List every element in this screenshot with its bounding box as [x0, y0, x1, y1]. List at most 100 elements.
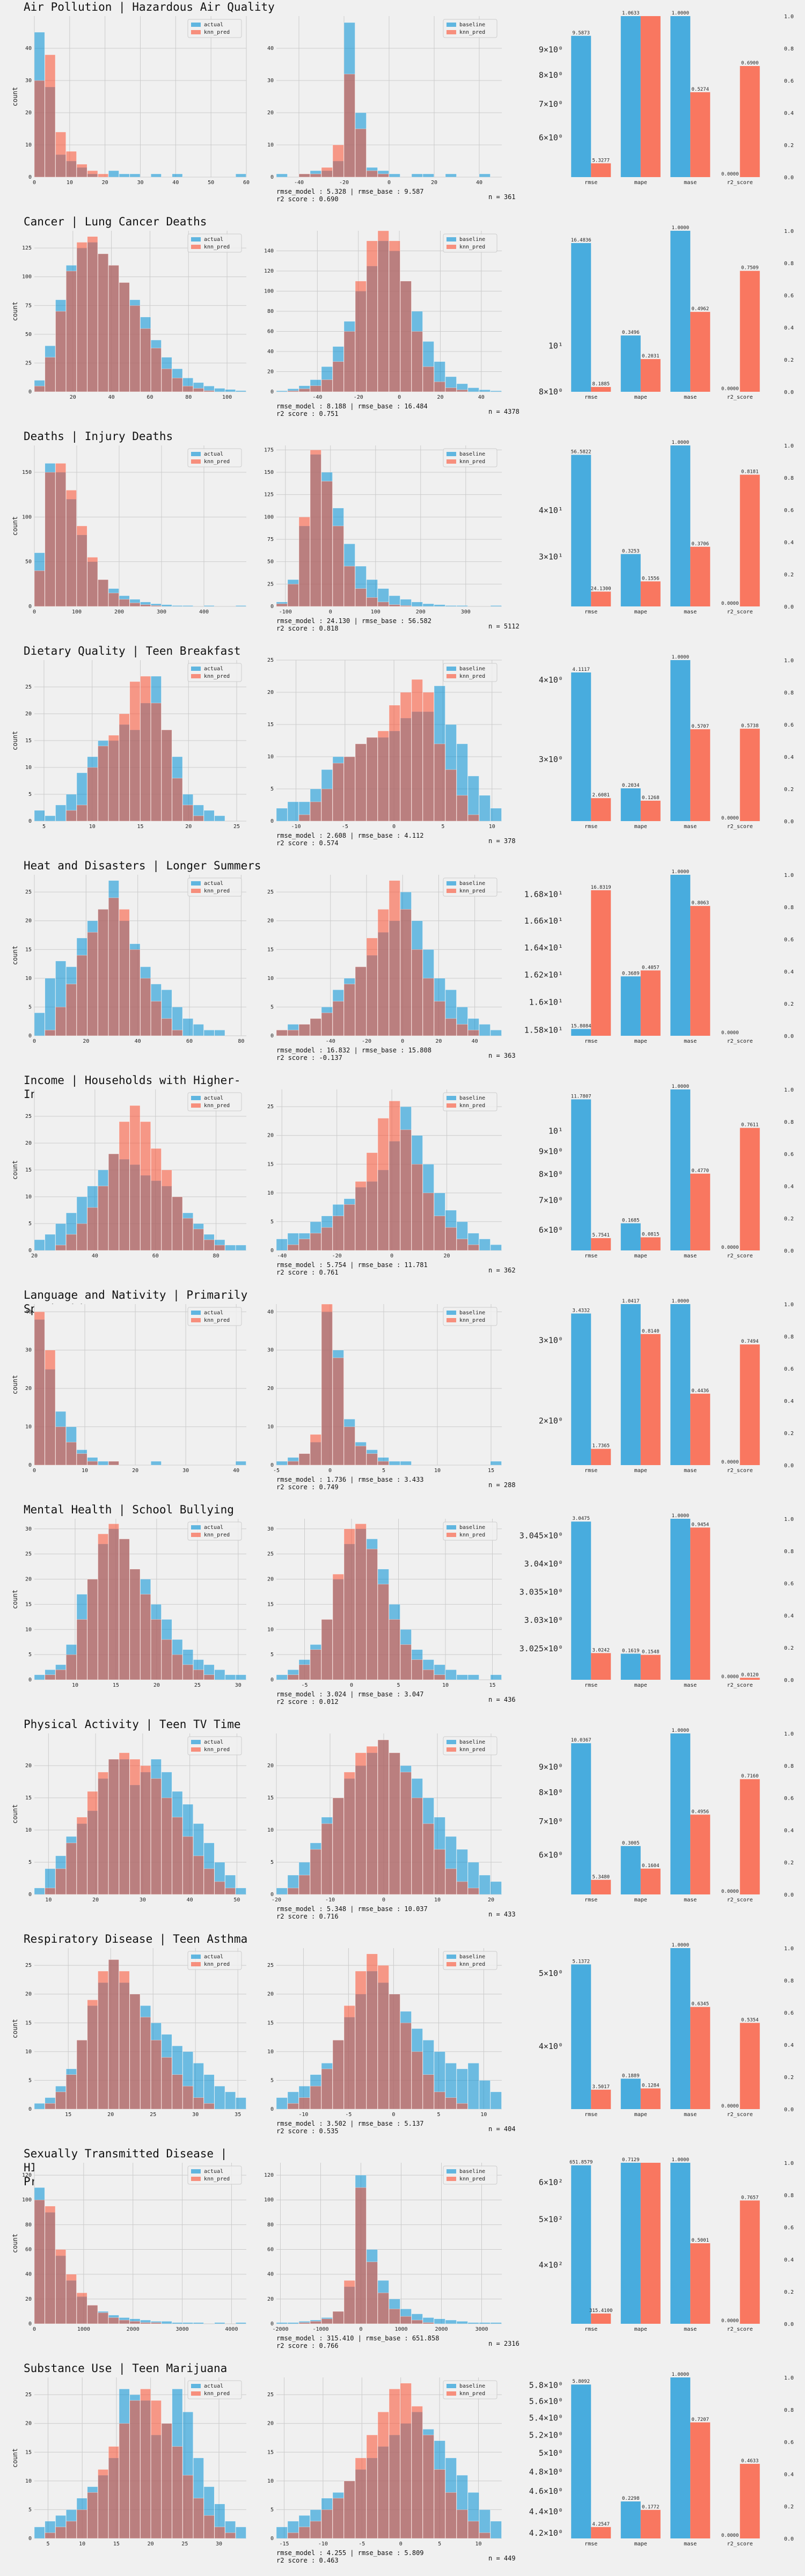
sample-count: n = 362	[488, 1267, 516, 1274]
panel-4-metrics-ytick-label: 1.6×10¹	[529, 998, 563, 1007]
panel-8-hist-residual-xtick-label: 0	[382, 1897, 385, 1903]
panel-3-hist-residual-xtick-label: -5	[342, 824, 348, 830]
panel-4-hist-actual-ytick-label: 25	[25, 889, 32, 895]
panel-8-metrics-value-label: 5.3480	[592, 1875, 610, 1880]
panel-11-hist-actual-bar-knn_pred	[203, 2515, 215, 2539]
panel-4-hist-actual-bar-knn_pred	[161, 1018, 172, 1036]
panel-1-metrics-bar-model-mape	[640, 359, 661, 392]
panel-1-metrics-rtick-label: 0.2	[784, 357, 794, 363]
panel-3-hist-actual-bar-knn_pred	[161, 729, 172, 822]
panel-7-hist-actual-bar-actual	[225, 1674, 236, 1680]
panel-10-hist-actual-ytick-label: 20	[25, 2296, 32, 2302]
panel-1-hist-actual-bar-knn_pred	[203, 390, 215, 392]
panel-10-metrics-bar-baseline-mape	[620, 2163, 641, 2324]
panel-title: Dietary Quality | Teen Breakfast	[24, 645, 241, 657]
panel-5-hist-residual-bar-knn_pred	[445, 1227, 457, 1251]
panel-11-metrics-value-label: 1.0000	[671, 2372, 689, 2377]
panel-6-metrics-bar-baseline-mape	[620, 1304, 641, 1465]
panel-4-hist-actual-legend-swatch	[191, 889, 201, 893]
panel-10-hist-actual-bar-knn_pred	[87, 2305, 98, 2324]
panel-1-hist-residual-bar-knn_pred	[366, 240, 378, 392]
panel-title: Cancer | Lung Cancer Deaths	[24, 215, 207, 228]
panel-3-hist-residual-bar-baseline	[276, 808, 288, 822]
panel-4-hist-residual-ytick-label: 0	[270, 1033, 274, 1039]
panel-7-hist-residual-bar-knn_pred	[310, 1649, 321, 1680]
panel-0-hist-residual-bar-knn_pred	[310, 173, 321, 178]
panel-2-hist-actual-bar-knn_pred	[34, 570, 45, 607]
panel-10-metrics-rtick-label: 0.6	[784, 2225, 794, 2231]
panel-2-hist-actual-bar-knn_pred	[140, 604, 151, 607]
panel-11-hist-residual-xtick-label: -5	[358, 2541, 365, 2547]
panel-10-hist-actual-bar-knn_pred	[98, 2312, 109, 2324]
panel-1-metrics-value-label: 8.1885	[592, 382, 610, 387]
panel-10-hist-residual-bar-baseline	[434, 2318, 445, 2324]
panel-8-metrics-rtick-label: 0.4	[784, 1828, 794, 1834]
panel-3-metrics-rtick-label: 1.0	[784, 658, 794, 664]
panel-3-metrics-xtick-label: mase	[684, 824, 697, 830]
panel-3-metrics-value-label: 1.0000	[671, 655, 689, 660]
panel-7-hist-residual-bar-knn_pred	[298, 1664, 310, 1680]
panel-10-hist-actual-bar-knn_pred	[45, 2206, 56, 2324]
panel-9-hist-actual-legend-label: knn_pred	[204, 1962, 230, 1967]
panel-8-hist-actual-xtick-label: 40	[187, 1897, 193, 1903]
panel-2-hist-actual-bar-knn_pred	[150, 605, 162, 607]
panel-3-hist-residual-bar-knn_pred	[467, 814, 479, 822]
panel-7-hist-residual-legend-swatch	[447, 1533, 456, 1537]
panel-3-hist-residual-bar-knn_pred	[456, 795, 468, 822]
panel-7-hist-residual-bar-knn_pred	[434, 1674, 445, 1680]
panel-7-metrics-value-label: 1.0000	[671, 1513, 689, 1519]
chart-panel: Cancer | Lung Cancer Deaths 20 40 60 80 100 0 2…	[0, 215, 805, 429]
panel-4-metrics-ytick-label: 1.62×10¹	[524, 970, 563, 980]
panel-8-metrics-rtick-label: 0.2	[784, 1860, 794, 1866]
panel-7-metrics-xtick-label: mape	[634, 1682, 647, 1688]
panel-11-hist-actual-bar-knn_pred	[45, 2532, 56, 2539]
sample-count: n = 4378	[488, 408, 519, 415]
panel-7-hist-actual-bar-knn_pred	[108, 1524, 119, 1680]
panel-6-hist-residual-bar-knn_pred	[332, 1357, 344, 1466]
panel-10-hist-residual-legend-swatch	[447, 2169, 456, 2174]
panel-4-metrics-bar-model-rmse	[591, 890, 611, 1036]
panel-7-hist-actual-legend	[187, 1521, 242, 1541]
panel-7-hist-residual-ytick-label: 0	[270, 1677, 274, 1683]
panel-5-metrics-bar-baseline-rmse	[571, 1099, 591, 1250]
panel-2-hist-residual-bar-knn_pred	[389, 604, 400, 607]
panel-3-hist-residual-bar-knn_pred	[366, 737, 378, 822]
panel-2-hist-residual-legend-label: baseline	[459, 451, 485, 457]
panel-7-metrics-value-label: 0.1548	[642, 1650, 660, 1655]
panel-1-hist-actual-bar-knn_pred	[87, 236, 98, 392]
panel-6-hist-actual-legend-swatch	[191, 1311, 201, 1315]
panel-8-hist-actual-bar-knn_pred	[98, 1772, 109, 1895]
panel-5-hist-actual-bar-knn_pred	[140, 1121, 151, 1251]
panel-6-metrics-bar-baseline-mase	[670, 1304, 691, 1465]
panel-9-hist-residual-bar-knn_pred	[343, 2005, 355, 2110]
panel-2-metrics-bar-baseline-mape	[620, 554, 641, 606]
panel-4-hist-residual-ytick-label: 10	[267, 976, 274, 982]
panel-7-hist-residual-xtick-label: 0	[350, 1682, 353, 1688]
panel-3-hist-residual-bar-baseline	[479, 795, 491, 822]
panel-0-metrics-bar-baseline-mape	[620, 16, 641, 177]
panel-1-hist-residual-bar-baseline	[479, 389, 491, 392]
panel-6-hist-residual-xtick-label: 5	[382, 1468, 385, 1474]
panel-4-hist-residual-bar-knn_pred	[411, 949, 423, 1036]
panel-9-hist-residual-legend-label: baseline	[459, 1954, 485, 1960]
panel-6-hist-residual-bar-knn_pred	[343, 1426, 355, 1466]
panel-2-metrics-bar-baseline-mase	[670, 445, 691, 606]
panel-1-hist-actual-legend-label: knn_pred	[204, 244, 230, 250]
panel-5-metrics-bar-baseline-mase	[670, 1089, 691, 1250]
panel-7-hist-actual-legend-swatch	[191, 1533, 201, 1537]
panel-3-metrics-bar-model-r2_score	[740, 728, 760, 821]
panel-2-hist-actual-bar-knn_pred	[98, 579, 109, 607]
panel-4-hist-actual-bar-actual	[203, 1029, 215, 1036]
panel-10-hist-residual-bar-knn_pred	[321, 2318, 333, 2324]
panel-0-metrics-value-label: 1.0000	[671, 11, 689, 16]
panel-1-metrics-ytick-label: 10¹	[548, 341, 563, 350]
panel-0-hist-actual-bar-knn_pred	[45, 54, 56, 178]
panel-10-metrics-value-label: 315.4100	[589, 2308, 612, 2314]
panel-0-hist-actual-bar-knn_pred	[34, 80, 45, 178]
panel-8-hist-actual-ytick-label: 20	[25, 1763, 32, 1769]
panel-4-hist-actual-bar-knn_pred	[65, 984, 77, 1036]
panel-8-metrics-value-label: 10.0367	[571, 1738, 591, 1743]
chart-panel: Air Pollution | Hazardous Air Quality 0 10…	[0, 0, 805, 215]
panel-7-hist-residual-bar-knn_pred	[366, 1548, 378, 1680]
panel-11-hist-actual-bar-knn_pred	[214, 2527, 225, 2539]
